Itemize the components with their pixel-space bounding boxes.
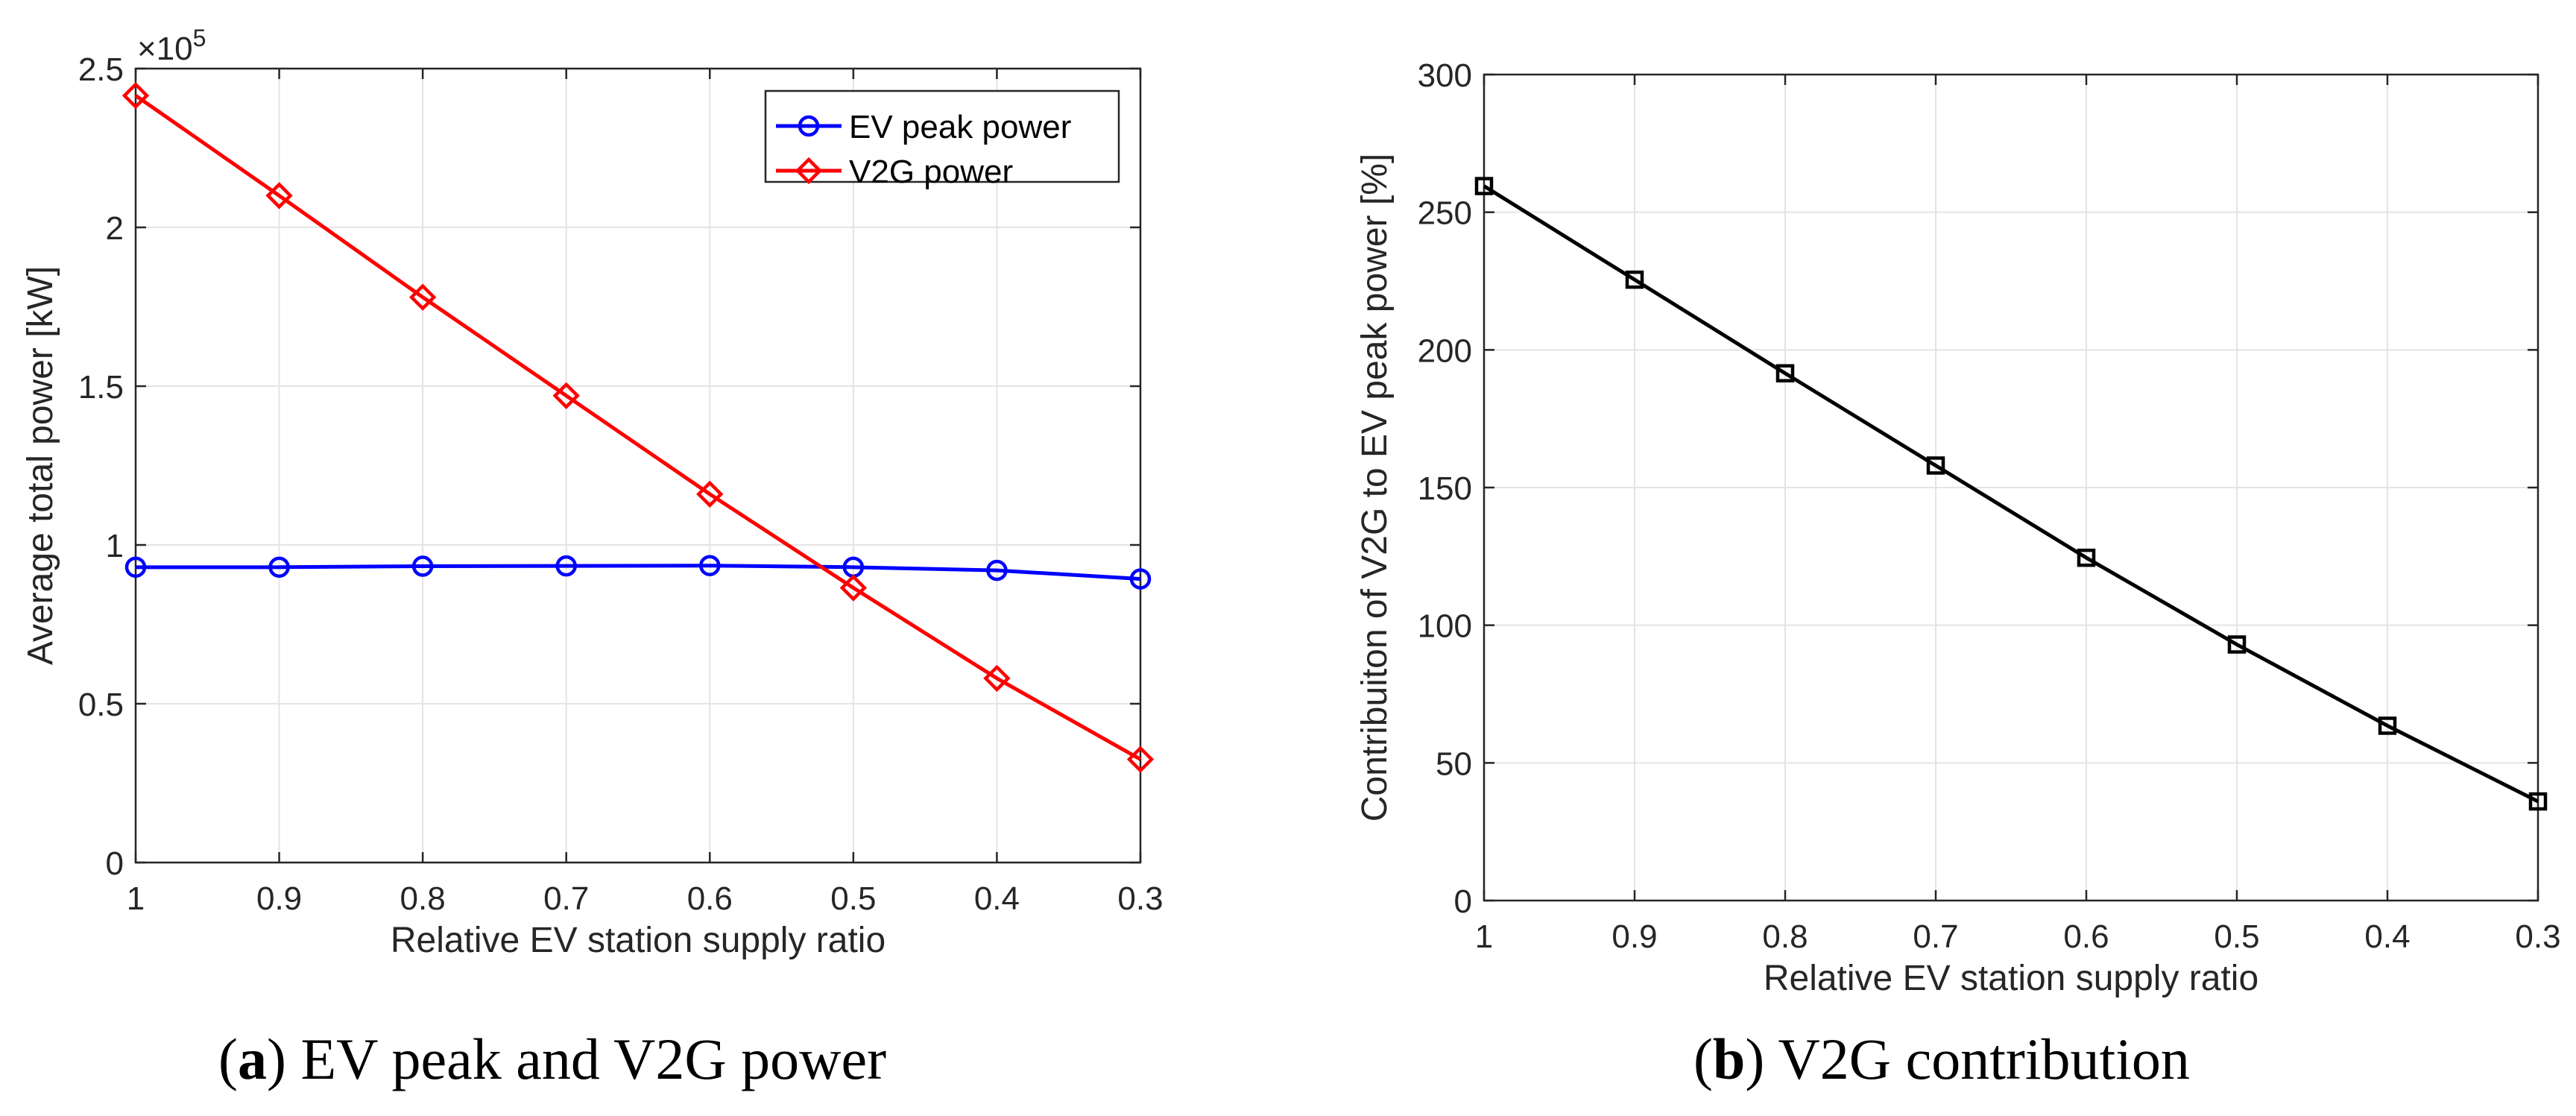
data-point (555, 555, 577, 577)
data-point (839, 574, 868, 602)
x-tick-label: 0.5 (830, 880, 876, 917)
chart-a: 1 0.9 0.8 0.7 0.6 0.5 0.4 0.3 0 0.5 1 1.5 2 2.5 ×105 Re… (21, 25, 1164, 960)
y-tick-label: 2.5 (78, 51, 124, 88)
x-tick-label: 0.3 (1117, 880, 1163, 917)
x-tick-label: 0.8 (1762, 918, 1808, 955)
series-line (136, 564, 1141, 581)
data-point (1775, 364, 1795, 382)
x-tick-label: 1 (127, 880, 145, 917)
caption-b-text: V2G contribution (1764, 1027, 2190, 1091)
x-tick-label: 0.5 (2214, 918, 2259, 955)
x-tick-label: 0.8 (400, 880, 446, 917)
plot-area (136, 69, 1140, 863)
x-tick-label: 0.7 (543, 880, 589, 917)
caption-b-letter: b (1712, 1027, 1746, 1091)
y-tick-label: 150 (1418, 470, 1472, 507)
data-point (408, 283, 437, 311)
x-tick-label: 0.9 (1611, 918, 1657, 955)
data-point (1625, 270, 1644, 289)
y-tick-label: 0.5 (78, 687, 124, 723)
y-tick-label: 1.5 (78, 369, 124, 406)
y-tick-label: 0 (1454, 883, 1472, 920)
axes-box (134, 67, 1142, 864)
y-tick-label: 250 (1418, 195, 1472, 232)
data-point (1129, 568, 1152, 590)
y-tick-label: 0 (106, 845, 124, 882)
y-tick-label: 300 (1418, 57, 1472, 94)
x-tick-label: 0.6 (687, 880, 733, 917)
y-tick-label: 50 (1436, 745, 1472, 782)
x-axis-label: Relative EV station supply ratio (391, 921, 886, 960)
caption-a-text: EV peak and V2G power (285, 1027, 887, 1091)
x-axis-label: Relative EV station supply ratio (1764, 959, 2258, 998)
data-point (795, 157, 823, 185)
data-point (2378, 716, 2397, 735)
data-point (1474, 177, 1494, 195)
series-line (134, 94, 1142, 761)
caption-a-letter: a (237, 1027, 267, 1091)
legend-box (764, 89, 1120, 183)
data-point (552, 382, 580, 409)
data-point (268, 556, 290, 579)
data-point (696, 480, 724, 508)
x-tick-label: 1 (1475, 918, 1493, 955)
chart-b: 1 0.9 0.8 0.7 0.6 0.5 0.4 0.3 0 50 100 150 200 250 300… (1355, 57, 2561, 998)
legend-label: EV peak power (849, 109, 1071, 145)
data-point (124, 556, 147, 579)
caption-a: (a) EV peak and V2G power (218, 1027, 887, 1091)
caption-b: (b) V2G contribution (1693, 1027, 2190, 1091)
data-point (1926, 456, 1945, 475)
x-tick-label: 0.4 (974, 880, 1020, 917)
y-multiplier-base: ×10 (137, 31, 193, 67)
x-tick-label: 0.6 (2063, 918, 2109, 955)
x-tick-label: 0.7 (1913, 918, 1958, 955)
x-tick-label: 0.9 (256, 880, 302, 917)
y-axis-label: Contribuiton of V2G to EV peak power [%] (1355, 154, 1395, 822)
data-point (983, 664, 1011, 693)
data-point (986, 559, 1008, 581)
y-tick-label: 200 (1418, 332, 1472, 369)
y-multiplier: ×105 (137, 25, 206, 67)
data-point (2227, 635, 2247, 654)
legend-label: V2G power (849, 154, 1013, 190)
x-tick-label: 0.3 (2515, 918, 2560, 955)
data-point (1126, 745, 1155, 773)
data-point (2077, 548, 2096, 567)
y-tick-label: 2 (106, 210, 124, 247)
data-point (121, 82, 150, 110)
series-line (1483, 184, 2539, 804)
y-tick-label: 100 (1418, 608, 1472, 645)
y-axis-label: Average total power [kW] (21, 266, 60, 665)
data-point (699, 555, 721, 576)
data-point (798, 115, 820, 137)
data-point (265, 182, 293, 209)
data-point (2528, 792, 2548, 811)
y-multiplier-exponent: 5 (193, 25, 206, 51)
data-point (411, 555, 434, 577)
x-tick-label: 0.4 (2364, 918, 2410, 955)
y-tick-label: 1 (106, 528, 124, 564)
